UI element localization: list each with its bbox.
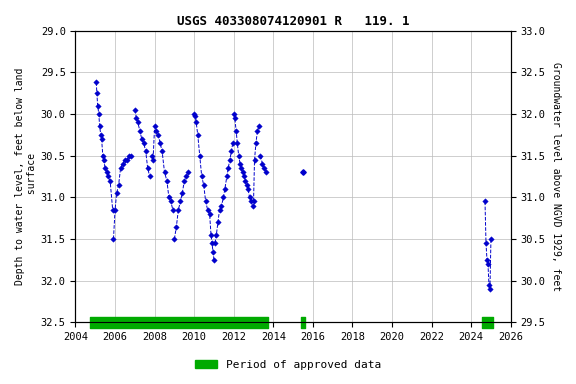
Title: USGS 403308074120901 R   119. 1: USGS 403308074120901 R 119. 1 (177, 15, 410, 28)
Legend: Period of approved data: Period of approved data (191, 356, 385, 375)
Y-axis label: Groundwater level above NGVD 1929, feet: Groundwater level above NGVD 1929, feet (551, 62, 561, 291)
Y-axis label: Depth to water level, feet below land
 surface: Depth to water level, feet below land su… (15, 68, 37, 285)
